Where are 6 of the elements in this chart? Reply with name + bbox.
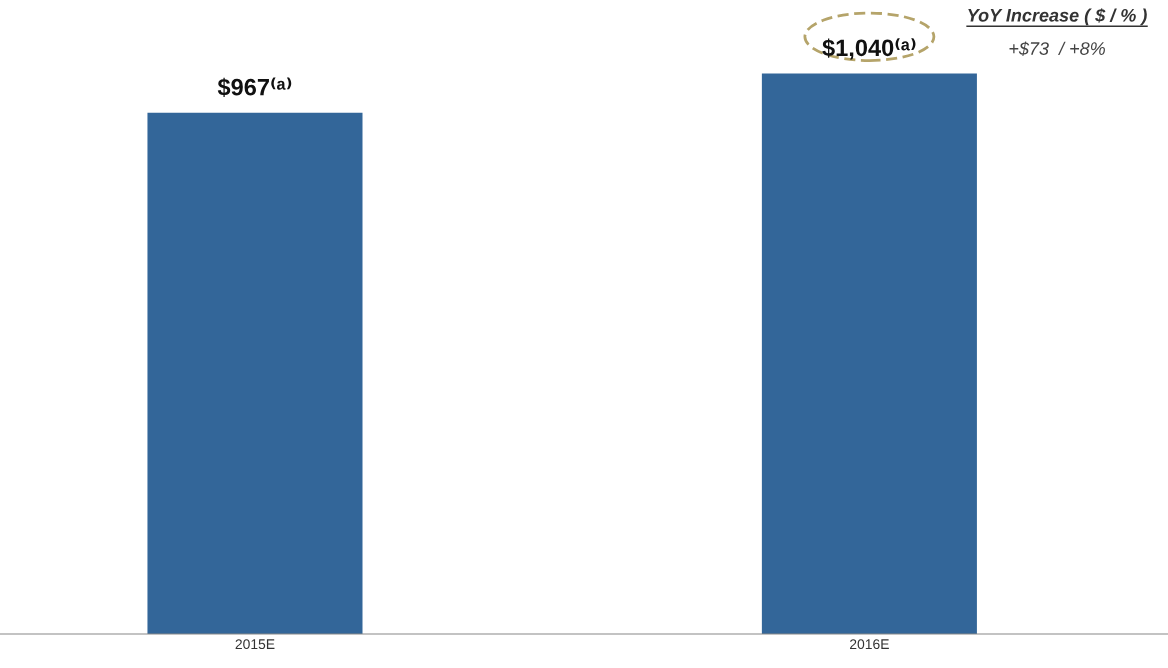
data-label: $967⁽ᵃ⁾ xyxy=(217,77,292,98)
x-tick-label: 2015E xyxy=(235,639,275,650)
text: YoY Increase ( $ / % ) xyxy=(968,8,1147,26)
data-label: $1,040⁽ᵃ⁾ xyxy=(822,38,916,60)
x-tick-label: 2016E xyxy=(850,639,889,650)
text: +$73 / +8% xyxy=(1009,41,1105,56)
